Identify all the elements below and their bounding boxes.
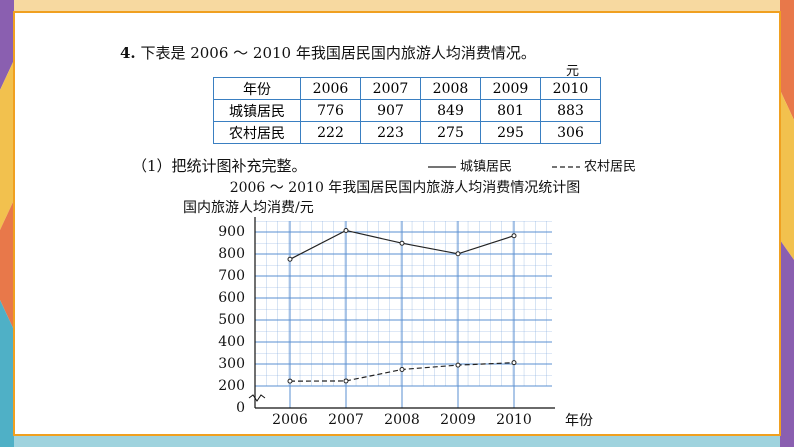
x-tick-label: 2007 [328,412,364,428]
cell: 306 [540,121,601,144]
question-number: 4. [120,44,136,62]
cell: 295 [480,121,541,144]
x-tick-label: 2006 [272,412,308,428]
row-label: 农村居民 [213,121,301,144]
data-point [455,251,461,257]
year-cell: 2009 [480,77,541,100]
data-point [511,233,517,239]
y-axis-label: 国内旅游人均消费/元 [183,200,314,216]
data-point [455,362,461,368]
x-tick-label: 2009 [440,412,476,428]
y-tick-label: 0 [236,400,245,416]
data-point [343,227,349,233]
unit: 元 [566,64,580,79]
table-header: 年份 [213,77,301,100]
data-table: 年份 2006 2007 2008 2009 2010 城镇居民 776 907… [213,77,601,144]
year-cell: 2006 [300,77,361,100]
question-text: 下表是 2006 ～ 2010 年我国居民国内旅游人均消费情况。 [140,44,536,62]
year-cell: 2007 [360,77,421,100]
data-point [287,378,293,384]
cell: 222 [300,121,361,144]
data-point [287,256,293,262]
cell: 907 [360,99,421,122]
y-tick-label: 700 [218,268,245,284]
x-tick-label: 2008 [384,412,420,428]
y-tick-label: 400 [218,334,245,350]
cell: 883 [540,99,601,122]
y-tick-label: 900 [218,224,245,240]
x-tick-label: 2010 [496,412,532,428]
y-tick-label: 200 [218,378,245,394]
cell: 223 [360,121,421,144]
axis-break [248,394,266,402]
data-point [343,378,349,384]
minor-grid [255,221,552,386]
data-point [399,367,405,372]
y-tick-label: 300 [218,356,245,372]
data-point [511,360,517,366]
y-tick-label: 600 [218,290,245,306]
chart-title: 2006 ～ 2010 年我国居民国内旅游人均消费情况统计图 [230,180,581,196]
legend-label: 农村居民 [584,160,636,175]
cell: 849 [420,99,481,122]
x-axis-label: 年份 [565,413,593,429]
year-cell: 2010 [540,77,601,100]
cell: 776 [300,99,361,122]
data-point [399,240,405,246]
row-label: 城镇居民 [213,99,301,122]
subquestion: （1）把统计图补充完整。 [132,157,307,175]
y-tick-label: 800 [218,246,245,262]
legend-label: 城镇居民 [460,160,512,175]
y-tick-label: 500 [218,312,245,328]
